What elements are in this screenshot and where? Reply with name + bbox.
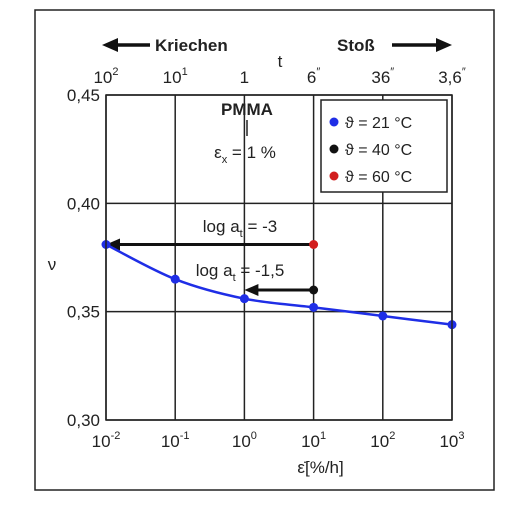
x-tick-base: 10: [232, 432, 251, 451]
x-tick-base: 10: [161, 432, 180, 451]
strain-subscript: x: [222, 154, 228, 166]
shift-label: log at = -1,5: [196, 261, 285, 284]
curve-layer: [105, 243, 453, 326]
top-tick-exponent: ″: [316, 66, 320, 78]
outer-frame: [34, 9, 495, 491]
y-tick-label: 0,40: [67, 194, 100, 213]
legend: ϑ = 21 °C ϑ = 40 °C ϑ = 60 °C: [320, 99, 448, 193]
top-tick-label: 3,6″: [438, 66, 466, 87]
shift-arrow-head: [106, 238, 120, 251]
x-tick-label: 100: [232, 430, 257, 451]
top-tick-label: 6″: [307, 66, 320, 87]
top-tick-label: 36″: [371, 66, 394, 87]
y-tick-label: 0,45: [67, 86, 100, 105]
legend-box: [320, 99, 448, 193]
x-tick-label: 101: [301, 430, 326, 451]
top-direction-labels: Kriechen Stoß t: [102, 36, 452, 71]
y-tick-label: 0,35: [67, 303, 100, 322]
strain-symbol: ε: [214, 143, 222, 162]
x-axis-symbol: ε̇: [297, 458, 306, 477]
strain-label: εx = 1 %: [214, 143, 276, 166]
creep-arrow-head: [102, 38, 118, 52]
x-tick-exponent: 1: [320, 430, 326, 442]
top-tick-exponent: ″: [462, 66, 466, 78]
top-tick-label: 101: [163, 66, 188, 87]
y-axis-label: ν: [48, 255, 57, 274]
shift-label-subscript: t: [240, 228, 243, 240]
data-point: [309, 285, 319, 295]
axis-labels: 10-210210-110110011016″10236″1033,6″0,45…: [48, 66, 466, 477]
x-tick-label: 103: [439, 430, 464, 451]
shift-label-subscript: t: [233, 272, 236, 284]
legend-label: ϑ = 21 °C: [345, 115, 412, 132]
legend-marker: [329, 144, 339, 154]
plot-area-border: [105, 94, 453, 421]
top-tick-base: 10: [163, 68, 182, 87]
top-tick-base: 36: [371, 68, 390, 87]
data-point: [378, 311, 388, 321]
shift-label-main: log a: [196, 261, 233, 280]
x-tick-base: 10: [370, 432, 389, 451]
strain-value: = 1 %: [227, 143, 276, 162]
x-tick-label: 10-2: [92, 430, 121, 451]
top-tick-exponent: 2: [112, 66, 118, 78]
top-tick-base: 1: [240, 68, 249, 87]
x-tick-exponent: -1: [180, 430, 190, 442]
top-tick-label: 102: [93, 66, 118, 87]
top-tick-base: 6: [307, 68, 316, 87]
x-tick-exponent: 0: [251, 430, 257, 442]
x-tick-base: 10: [92, 432, 111, 451]
legend-label: ϑ = 60 °C: [345, 169, 412, 186]
top-tick-base: 3,6: [438, 68, 462, 87]
creep-label: Kriechen: [155, 36, 228, 55]
data-point: [309, 302, 319, 312]
time-axis-label: t: [278, 52, 283, 71]
legend-label: ϑ = 40 °C: [345, 142, 412, 159]
shift-label-main: log a: [203, 217, 240, 236]
x-tick-exponent: -2: [111, 430, 121, 442]
data-point: [309, 240, 319, 249]
legend-marker: [329, 171, 339, 181]
x-axis-label: ε̇: [297, 458, 306, 477]
x-tick-label: 10-1: [161, 430, 190, 451]
top-tick-exponent: ″: [390, 66, 394, 78]
top-tick-exponent: 1: [182, 66, 188, 78]
y-tick-label: 0,30: [67, 411, 100, 430]
shift-label: log at = -3: [203, 217, 277, 240]
top-tick-base: 10: [93, 68, 112, 87]
material-label: PMMA: [221, 100, 273, 119]
shift-label-value: = -3: [243, 217, 278, 236]
data-point: [239, 294, 249, 304]
top-tick-label: 1: [240, 68, 249, 87]
x-tick-exponent: 2: [389, 430, 395, 442]
x-tick-base: 10: [439, 432, 458, 451]
x-tick-exponent: 3: [458, 430, 464, 442]
shift-arrow-head: [244, 284, 259, 296]
shift-label-value: = -1,5: [236, 261, 285, 280]
series-curve-21c: [105, 243, 453, 326]
impact-label: Stoß: [337, 36, 375, 55]
x-axis-unit: [%/h]: [305, 458, 344, 477]
x-tick-base: 10: [301, 432, 320, 451]
legend-marker: [329, 117, 339, 127]
x-tick-label: 102: [370, 430, 395, 451]
impact-arrow-head: [436, 38, 452, 52]
data-point: [170, 274, 180, 284]
